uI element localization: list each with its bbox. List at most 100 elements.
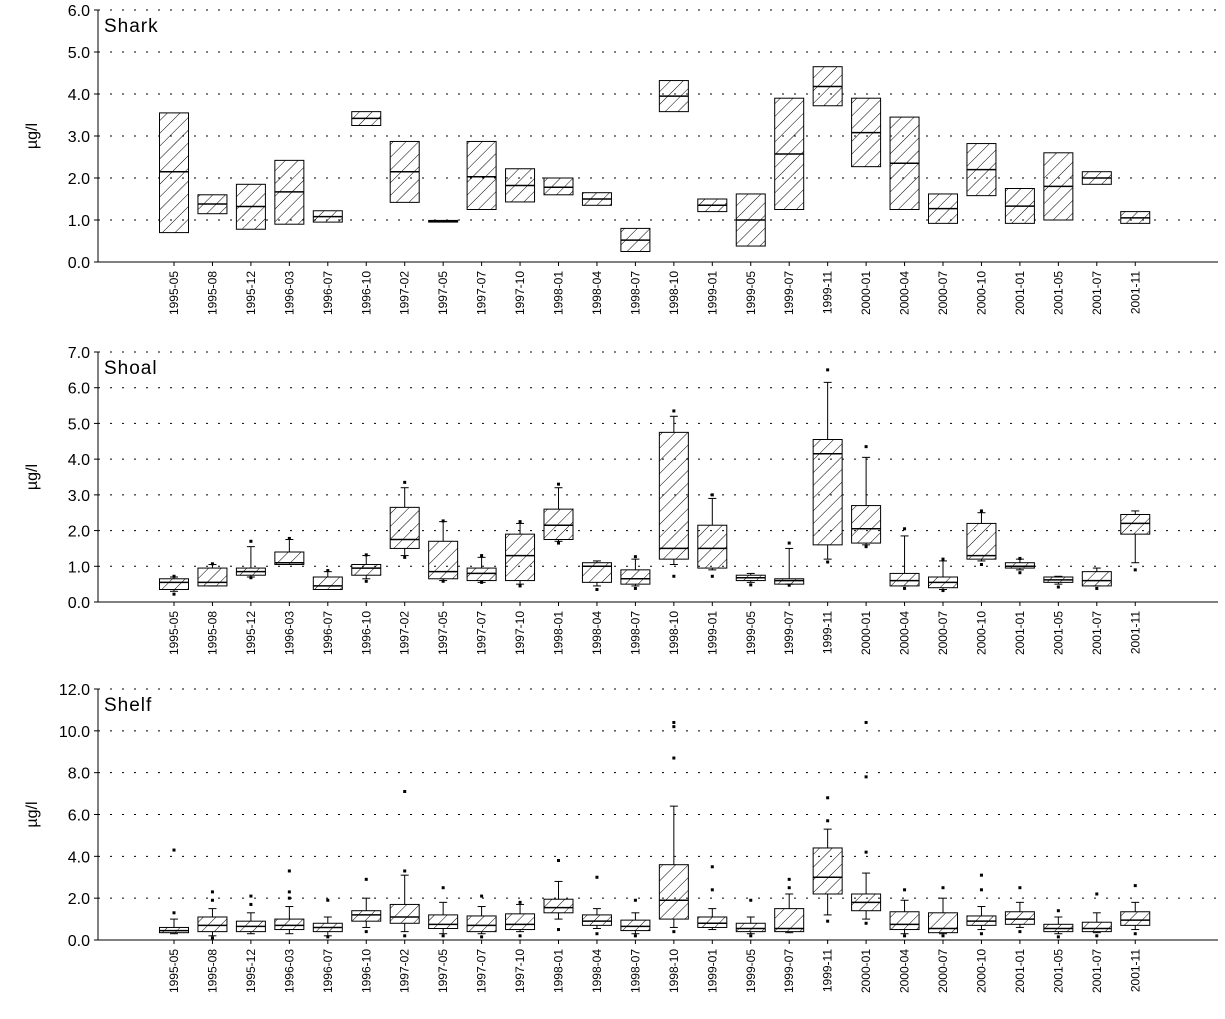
outlier-point [1018, 930, 1022, 934]
outlier-point [249, 539, 253, 543]
outlier-point [172, 574, 176, 578]
box-1995-08 [197, 890, 228, 940]
y-tick-label: 1.0 [68, 213, 90, 230]
outlier-point [441, 886, 445, 890]
box-2001-07 [1081, 567, 1112, 590]
outlier-point [172, 592, 176, 596]
box-iqr [159, 578, 189, 590]
y-axis-label: µg/l [24, 801, 41, 827]
outlier-point [1018, 886, 1022, 890]
x-tick-label: 1998-07 [628, 949, 642, 993]
outlier-point [826, 560, 830, 564]
outlier-point [787, 541, 791, 545]
x-tick-label: 1996-10 [359, 949, 373, 993]
outlier-point [979, 888, 983, 892]
outlier-point [864, 921, 868, 925]
outlier-point [595, 932, 599, 936]
box-2000-10 [966, 509, 997, 566]
box-1999-05 [735, 572, 766, 587]
box-2000-01 [851, 720, 882, 925]
y-tick-label: 0.0 [68, 933, 90, 950]
x-tick-label: 1996-07 [321, 949, 335, 993]
panel-title: Shoal [104, 358, 158, 379]
outlier-point [326, 569, 330, 573]
x-tick-label: 1997-05 [436, 611, 450, 655]
box-2001-11 [1120, 211, 1151, 224]
x-tick-label: 1999-05 [744, 611, 758, 655]
x-tick-label: 2001-01 [1013, 611, 1027, 655]
box-2001-01 [1004, 188, 1035, 224]
x-tick-label: 1997-02 [398, 611, 412, 655]
box-1998-07 [620, 898, 651, 938]
x-tick-label: 2001-07 [1090, 611, 1104, 655]
outlier-point [595, 588, 599, 591]
box-iqr [1120, 514, 1151, 535]
box-1998-07 [620, 555, 651, 590]
box-iqr [620, 919, 651, 932]
outlier-point [480, 894, 484, 898]
box-2000-01 [851, 97, 882, 168]
outlier-point [864, 545, 868, 549]
box-1999-11 [812, 66, 843, 107]
box-2000-07 [928, 557, 958, 593]
outlier-point [826, 919, 830, 923]
x-tick-label: 1995-12 [244, 271, 258, 315]
x-tick-label: 1999-01 [705, 271, 719, 315]
panel-shoal: 0.0 1.0 2.0 3.0 4.0 5.0 6.0 7.0 Shoal µg/l 1995-05… [24, 345, 1218, 655]
x-tick-label: 1995-12 [244, 949, 258, 993]
box-iqr [159, 112, 189, 234]
box-2001-01 [1004, 886, 1035, 934]
outlier-point [633, 555, 637, 559]
outlier-point [557, 482, 560, 486]
box-iqr [197, 916, 228, 933]
outlier-point [441, 519, 445, 523]
box-iqr [966, 522, 997, 560]
y-tick-label: 5.0 [68, 45, 90, 62]
x-tick-label: 1999-01 [705, 949, 719, 993]
box-1999-01 [697, 198, 728, 213]
box-iqr [389, 903, 420, 924]
box-iqr [581, 562, 612, 583]
x-tick-label: 1997-02 [398, 271, 412, 315]
x-tick-label: 1997-05 [436, 271, 450, 315]
outlier-point [864, 850, 868, 854]
x-tick-label: 2000-01 [859, 271, 873, 315]
x-tick-label: 1997-10 [513, 949, 527, 993]
outlier-point [210, 890, 214, 894]
outlier-point [1133, 568, 1137, 572]
box-iqr [466, 567, 497, 582]
x-tick-label: 1999-05 [744, 271, 758, 315]
box-iqr [697, 916, 728, 928]
outlier-point [364, 877, 368, 881]
outlier-point [672, 720, 676, 724]
box-1998-01 [543, 859, 574, 932]
x-tick-label: 2000-10 [974, 949, 988, 993]
box-iqr [658, 431, 689, 560]
box-iqr [505, 533, 536, 582]
y-tick-label: 4.0 [68, 452, 90, 469]
box-1997-02 [389, 140, 420, 203]
box-iqr [812, 847, 843, 895]
outlier-point [518, 900, 522, 904]
x-tick-label: 1999-11 [821, 271, 835, 314]
outlier-point [672, 409, 676, 413]
x-tick-label: 2001-05 [1051, 611, 1065, 655]
box-1999-11 [812, 796, 843, 923]
outlier-point [672, 574, 676, 578]
outlier-point [1056, 585, 1060, 589]
outlier-point [710, 888, 714, 892]
outlier-point [403, 555, 407, 559]
box-1999-01 [697, 865, 728, 931]
outlier-point [787, 886, 791, 890]
y-tick-label: 7.0 [68, 345, 90, 362]
x-tick-label: 2001-11 [1128, 949, 1142, 992]
box-iqr [928, 912, 958, 934]
outlier-point [441, 579, 445, 583]
outlier-point [287, 890, 291, 894]
box-iqr [274, 918, 305, 931]
outlier-point [826, 819, 830, 823]
y-tick-label: 2.0 [68, 524, 90, 541]
box-2001-11 [1120, 884, 1151, 936]
y-axis-label: µg/l [24, 123, 41, 149]
outlier-point [249, 894, 253, 898]
